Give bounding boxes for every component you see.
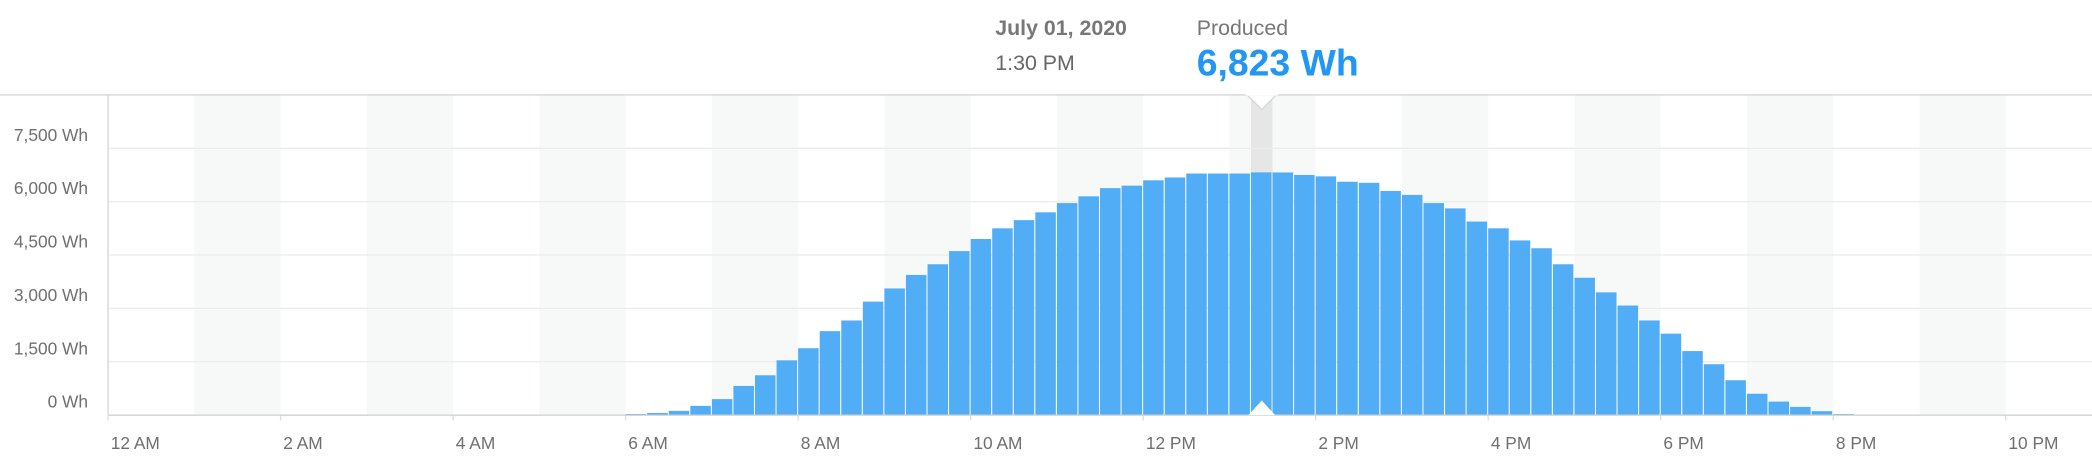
x-tick-label: 12 AM — [111, 433, 160, 453]
bar — [1660, 333, 1682, 416]
x-tick-label: 2 AM — [283, 433, 323, 453]
bar — [1423, 203, 1444, 416]
bar — [927, 264, 949, 416]
bar — [1401, 194, 1423, 416]
bar — [1143, 180, 1164, 416]
bar — [862, 301, 884, 416]
bar — [1013, 220, 1035, 416]
bar — [668, 410, 690, 416]
bar — [755, 375, 776, 416]
bar — [1488, 228, 1509, 416]
bar — [1186, 173, 1207, 416]
bar — [1229, 173, 1250, 416]
bars — [625, 172, 1854, 416]
bar — [905, 274, 927, 416]
bar — [992, 228, 1013, 416]
bar — [1531, 248, 1552, 416]
bar — [1445, 208, 1466, 416]
bar — [1056, 203, 1078, 416]
bar — [798, 348, 819, 416]
bar — [1272, 172, 1294, 416]
y-tick-label: 7,500 Wh — [14, 125, 88, 145]
y-tick-label: 0 Wh — [48, 392, 88, 412]
bar — [970, 239, 992, 416]
y-tick-label: 6,000 Wh — [14, 178, 88, 198]
bar — [1100, 188, 1121, 416]
x-tick-label: 6 PM — [1663, 433, 1703, 453]
x-tick-label: 12 PM — [1146, 433, 1196, 453]
bar — [1337, 181, 1358, 416]
bar — [1121, 185, 1143, 416]
x-tick-label: 4 PM — [1491, 433, 1531, 453]
bar — [1703, 364, 1725, 416]
bar — [1596, 292, 1617, 416]
bar — [647, 412, 668, 416]
x-tick-label: 8 AM — [801, 433, 841, 453]
bar — [1358, 182, 1380, 416]
bar — [884, 288, 905, 416]
bar — [841, 320, 862, 416]
bar — [711, 399, 733, 416]
bar — [1078, 196, 1099, 416]
bar — [1250, 172, 1272, 416]
bar — [1768, 401, 1790, 416]
axes: 0 Wh 1,500 Wh 3,000 Wh 4,500 Wh 6,000 Wh 7,50… — [0, 92, 2092, 453]
y-tick-label: 4,500 Wh — [14, 232, 88, 252]
x-tick-label: 4 AM — [456, 433, 495, 453]
bar — [1639, 320, 1660, 416]
y-tick-label: 1,500 Wh — [14, 338, 88, 358]
bar — [1746, 393, 1768, 416]
bar — [1617, 305, 1639, 416]
bar — [1380, 190, 1401, 416]
bar — [733, 385, 754, 416]
bar — [1790, 406, 1811, 416]
bar — [1811, 411, 1833, 416]
pointer-cover — [1245, 92, 1278, 96]
bar — [1035, 212, 1056, 416]
bar — [1509, 240, 1531, 416]
bar — [1207, 173, 1229, 416]
x-tick-label: 8 PM — [1836, 433, 1876, 453]
bar — [1294, 174, 1315, 416]
x-tick-label: 10 AM — [973, 433, 1022, 453]
bar — [1466, 221, 1488, 416]
hover-marker — [1248, 400, 1276, 416]
tooltip-time: 1:30 PM — [995, 51, 1074, 75]
bar — [1164, 177, 1186, 416]
tooltip-date: July 01, 2020 — [995, 16, 1127, 40]
x-tick-label: 10 PM — [2008, 433, 2058, 453]
y-tick-label: 3,000 Wh — [14, 285, 88, 305]
bar — [1574, 277, 1595, 416]
x-tick-label: 6 AM — [628, 433, 668, 453]
bar — [1552, 264, 1574, 416]
bar — [819, 331, 841, 416]
bar — [690, 405, 711, 416]
bar — [776, 360, 798, 416]
bar — [949, 251, 970, 416]
x-tick-label: 2 PM — [1318, 433, 1358, 453]
tooltip-series: Produced — [1197, 16, 1288, 40]
bar — [1315, 176, 1337, 416]
bar — [1725, 380, 1746, 416]
bar — [1682, 351, 1703, 416]
tooltip-value: 6,823 Wh — [1197, 41, 1359, 83]
